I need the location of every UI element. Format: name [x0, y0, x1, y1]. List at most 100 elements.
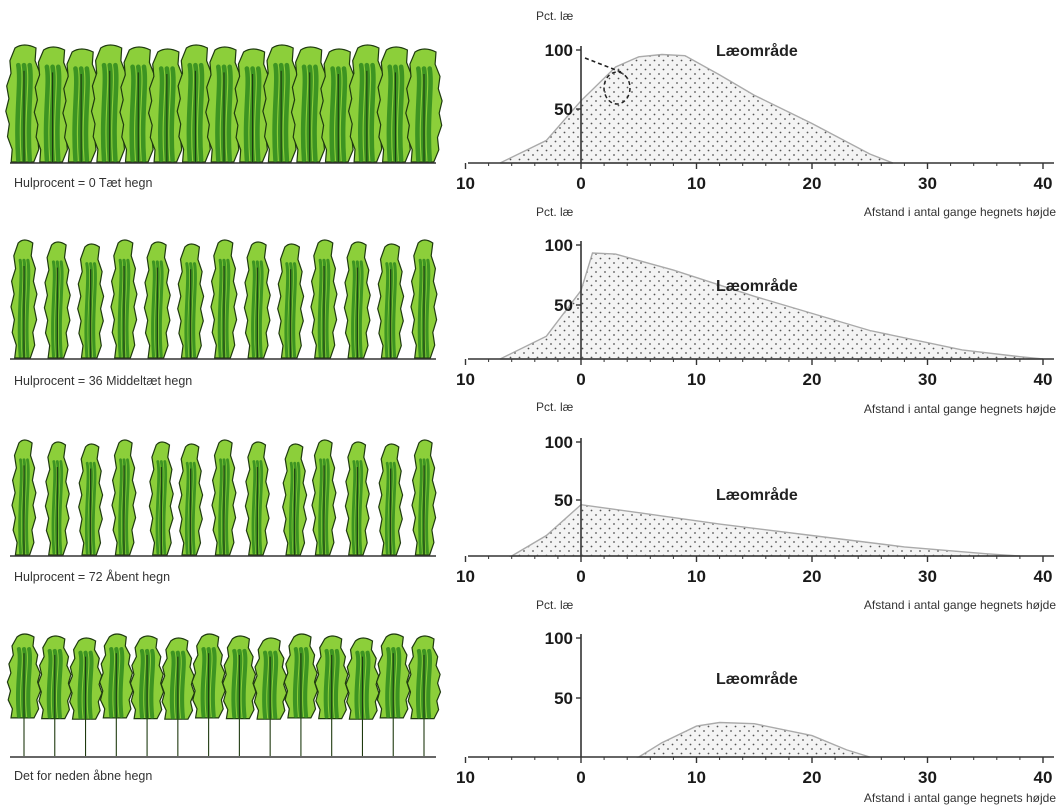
y-axis-title: Pct. læ — [536, 205, 574, 219]
lee-area — [499, 252, 1044, 360]
x-tick-label: 30 — [918, 370, 937, 389]
panel-open-hedge: Hulprocent = 72 Åbent hegn 10 0 10 20 30 4010… — [10, 400, 1056, 612]
tree — [345, 637, 380, 756]
y-tick-label: 50 — [554, 100, 573, 119]
tree — [290, 46, 329, 163]
hedge-label: Hulprocent = 0 Tæt hegn — [14, 176, 152, 190]
y-tick-label: 50 — [554, 491, 573, 510]
hedge-label: Det for neden åbne hegn — [14, 769, 152, 783]
x-tick-label: 0 — [576, 174, 585, 193]
panel-dense-hedge: Hulprocent = 0 Tæt hegn 10 0 10 20 30 4010050… — [5, 9, 1056, 219]
zone-label: Læområde — [716, 42, 798, 60]
x-tick-label: 20 — [803, 768, 822, 787]
tree — [178, 443, 204, 556]
y-tick-label: 100 — [545, 41, 573, 60]
tree — [310, 239, 338, 359]
x-tick-label: 40 — [1034, 768, 1053, 787]
tree — [311, 439, 337, 556]
hedge-label: Hulprocent = 36 Middeltæt hegn — [14, 374, 192, 388]
tree — [62, 48, 100, 163]
tree — [244, 441, 270, 556]
x-axis-title: Afstand i antal gange hegnets højde — [864, 402, 1056, 416]
x-tick-label: 10 — [687, 370, 706, 389]
x-tick-label: 10 — [456, 567, 475, 586]
tree — [377, 243, 405, 359]
tree — [43, 241, 71, 359]
tree — [344, 441, 370, 556]
x-tick-label: 40 — [1034, 567, 1053, 586]
tree — [411, 439, 437, 556]
tree — [205, 46, 243, 163]
lee-area — [636, 721, 871, 758]
tree — [129, 635, 165, 756]
tree — [347, 44, 386, 163]
tree — [68, 637, 103, 756]
tree — [6, 633, 42, 756]
x-tick-label: 0 — [576, 768, 585, 787]
x-tick-label: 40 — [1034, 174, 1053, 193]
tree — [378, 443, 404, 556]
y-axis-title: Pct. læ — [536, 9, 574, 23]
tree — [406, 635, 442, 756]
tree — [211, 439, 237, 556]
x-axis-title: Afstand i antal gange hegnets højde — [864, 205, 1056, 219]
tree — [233, 48, 272, 163]
x-tick-label: 10 — [456, 370, 475, 389]
tree — [222, 635, 257, 756]
tree — [77, 243, 105, 359]
zone-label: Læområde — [716, 277, 798, 295]
tree — [44, 441, 70, 556]
tree — [111, 439, 137, 556]
tree — [10, 239, 38, 359]
panel-open-bottom-hedge: Det for neden åbne hegn 10 0 10 20 30 4010050… — [6, 598, 1056, 805]
tree — [282, 443, 308, 556]
tree — [147, 48, 186, 163]
y-axis-title: Pct. læ — [536, 598, 574, 612]
y-tick-label: 50 — [554, 296, 573, 315]
tree — [176, 44, 215, 163]
tree — [110, 239, 138, 359]
tree — [119, 46, 158, 163]
x-tick-label: 20 — [803, 370, 822, 389]
tree — [78, 443, 104, 556]
tree — [262, 44, 300, 163]
y-tick-label: 100 — [545, 236, 573, 255]
y-tick-label: 50 — [554, 689, 573, 708]
tree — [5, 44, 43, 163]
x-tick-label: 0 — [576, 567, 585, 586]
tree — [177, 243, 205, 359]
x-tick-label: 0 — [576, 370, 585, 389]
hedge-trees — [10, 239, 438, 359]
x-tick-label: 30 — [918, 567, 937, 586]
x-tick-label: 10 — [456, 768, 475, 787]
hedge-trees — [11, 439, 437, 556]
tree — [33, 46, 72, 163]
x-tick-label: 40 — [1034, 370, 1053, 389]
x-tick-label: 10 — [456, 174, 475, 193]
tree — [160, 637, 195, 756]
y-tick-label: 100 — [545, 629, 573, 648]
panel-medium-hedge: Hulprocent = 36 Middeltæt hegn 10 0 10 20 30… — [10, 205, 1056, 416]
tree — [405, 48, 443, 163]
x-tick-label: 20 — [803, 174, 822, 193]
tree — [37, 635, 72, 756]
zone-label: Læområde — [716, 486, 798, 504]
tree — [148, 441, 174, 556]
tree — [191, 633, 226, 756]
y-tick-label: 100 — [545, 433, 573, 452]
hedge-label: Hulprocent = 72 Åbent hegn — [14, 569, 170, 584]
x-tick-label: 30 — [918, 174, 937, 193]
tree — [243, 241, 271, 359]
tree — [314, 635, 349, 756]
tree — [11, 439, 37, 556]
tree — [376, 46, 415, 163]
tree — [410, 239, 438, 359]
tree — [283, 633, 319, 756]
x-tick-label: 20 — [803, 567, 822, 586]
dashed-annotation — [584, 57, 631, 105]
hedge-trees — [6, 633, 442, 756]
